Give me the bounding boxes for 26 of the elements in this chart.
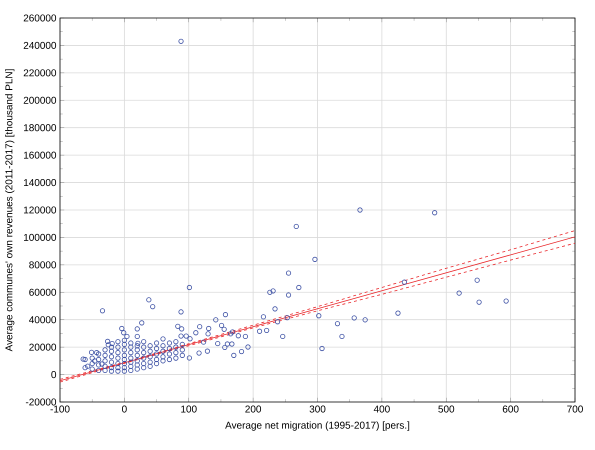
y-tick-label: 40000	[29, 316, 56, 324]
x-tick-label: 0	[122, 406, 127, 413]
y-tick-label: 100000	[24, 234, 56, 241]
x-tick-label: 700	[567, 406, 583, 413]
x-tick-label: 600	[502, 406, 519, 413]
x-tick-label: 500	[438, 406, 454, 413]
y-axis-title: Average communes' own revenues (2011-2017) [thousand PLN]	[5, 69, 14, 352]
x-tick-label: 100	[181, 406, 197, 413]
y-tick-label: 120000	[24, 206, 56, 214]
y-tick-label: 220000	[24, 69, 56, 76]
y-tick-label: -20000	[26, 398, 56, 406]
x-tick-label: 400	[374, 406, 390, 413]
x-tick-label: -100	[50, 406, 70, 413]
y-tick-label: 60000	[29, 288, 56, 296]
y-tick-label: 260000	[24, 14, 56, 22]
y-tick-label: 0	[51, 371, 56, 378]
y-tick-label: 80000	[29, 261, 56, 268]
y-tick-label: 140000	[24, 179, 56, 186]
y-tick-label: 240000	[24, 42, 56, 49]
y-tick-label: 160000	[24, 152, 56, 159]
y-tick-label: 20000	[29, 344, 56, 351]
y-tick-label: 180000	[24, 124, 56, 132]
x-axis-title: Average net migration (1995-2017) [pers.]	[225, 421, 410, 431]
x-tick-label: 300	[310, 406, 326, 413]
x-tick-label: 200	[245, 406, 262, 413]
y-tick-label: 200000	[24, 96, 56, 104]
